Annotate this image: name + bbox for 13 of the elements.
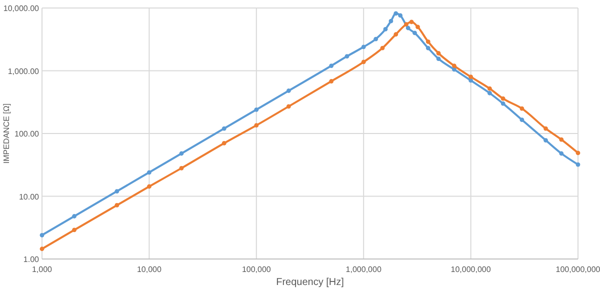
- y-tick-label: 1,000.00: [8, 66, 40, 76]
- x-tick-label: 100,000,000: [556, 265, 600, 274]
- y-axis-title: IMPEDANCE [Ω]: [2, 103, 12, 164]
- y-tick-label: 1.00: [23, 255, 40, 264]
- x-tick-label: 1,000: [32, 265, 53, 274]
- y-tick-label: 100.00: [14, 130, 40, 138]
- x-tick-label: 100,000: [242, 265, 272, 274]
- x-axis-title: Frequency [Hz]: [276, 277, 344, 288]
- y-tick-label: 10.00: [18, 192, 40, 202]
- x-tick-label: 10,000: [136, 265, 162, 274]
- y-tick-label: 10,000.00: [3, 4, 40, 13]
- x-tick-label: 1,000,000: [346, 265, 382, 274]
- x-tick-label: 10,000,000: [450, 265, 492, 274]
